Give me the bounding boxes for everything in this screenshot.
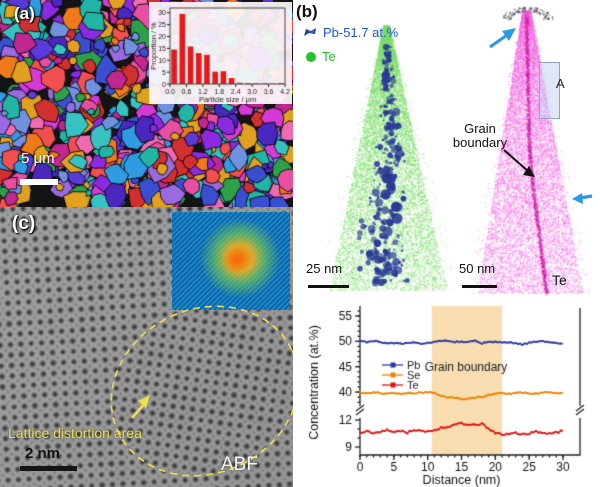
right-tip-te-label: Te bbox=[552, 272, 567, 288]
panel-c-scale-text: 2 nm bbox=[25, 445, 61, 462]
legend-item-te: Te bbox=[305, 49, 336, 64]
legend-item-pb: Pb-51.7 at.% bbox=[303, 25, 398, 40]
right-tip-scale-bar bbox=[462, 285, 497, 288]
region-a-label: A bbox=[556, 76, 565, 91]
panel-b-label: (b) bbox=[296, 2, 318, 21]
apt-tip-te-map bbox=[470, 3, 590, 300]
panel-a-ebsd-map: (a) 5 μm bbox=[0, 0, 293, 207]
right-tip-scale-text: 50 nm bbox=[459, 261, 496, 276]
pb-isosurface-icon bbox=[304, 28, 316, 36]
panel-c-scale-bar bbox=[20, 466, 77, 471]
left-tip-scale-text: 25 nm bbox=[306, 261, 343, 276]
strain-map-inset bbox=[172, 212, 290, 310]
panel-a-scale-text: 5 μm bbox=[21, 150, 55, 167]
legend-te-text: Te bbox=[322, 49, 336, 64]
left-tip-scale-bar bbox=[308, 285, 349, 288]
legend-pb-text: Pb-51.7 at.% bbox=[323, 25, 399, 40]
abf-mode-label: ABF bbox=[221, 454, 258, 475]
region-a-box bbox=[539, 62, 560, 119]
panel-c-abf-image: (c) Lattice distortion area 2 nm ABF bbox=[0, 207, 293, 487]
particle-size-histogram bbox=[149, 2, 292, 104]
grain-boundary-annotation: Grain boundary bbox=[452, 121, 508, 150]
apt-tip-pb-te-isosurface bbox=[325, 18, 455, 300]
panel-a-label: (a) bbox=[14, 4, 35, 23]
panel-a-scale-bar bbox=[20, 179, 58, 185]
panel-b-apt: (b) Pb-51.7 at.% Te 25 nm 50 nm Te A Gra… bbox=[293, 0, 600, 487]
lattice-distortion-annotation: Lattice distortion area bbox=[8, 425, 142, 441]
te-dot-icon bbox=[306, 51, 316, 62]
concentration-profile-chart bbox=[305, 298, 600, 487]
panel-c-label: (c) bbox=[12, 213, 36, 234]
